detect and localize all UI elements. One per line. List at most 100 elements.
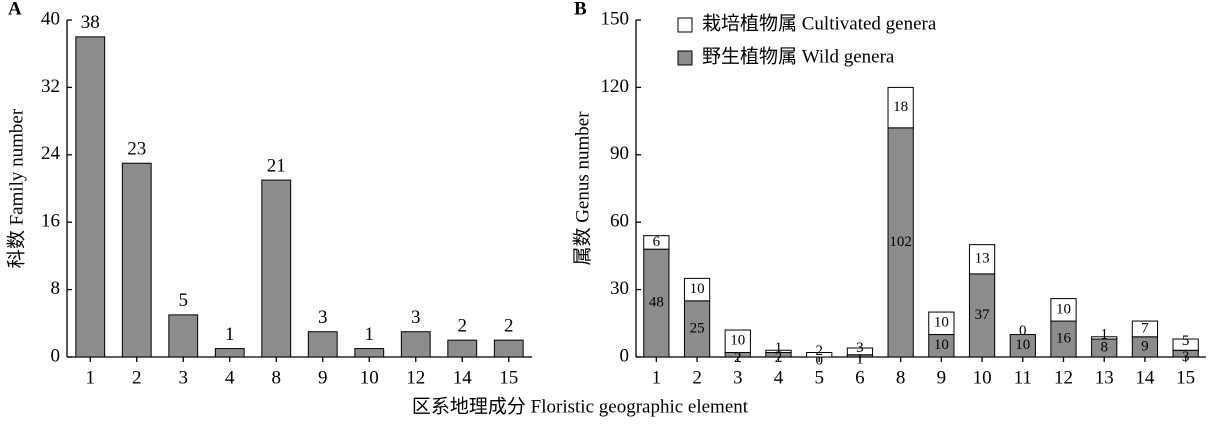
x-tick-label: 15 <box>1176 367 1195 388</box>
bar <box>121 162 152 358</box>
value-label: 2 <box>775 350 783 366</box>
x-tick-label: 8 <box>896 367 906 388</box>
x-tick-label: 11 <box>1014 367 1032 388</box>
y-tick-label: 30 <box>610 278 629 299</box>
y-tick-label: 120 <box>601 76 630 97</box>
value-label: 23 <box>127 139 146 160</box>
bar-segment <box>1172 338 1199 351</box>
bar-segment <box>968 273 996 358</box>
y-tick-label: 40 <box>41 8 60 29</box>
x-tick-label: 13 <box>1095 367 1114 388</box>
x-tick-label: 9 <box>318 367 328 388</box>
value-label: 5 <box>1182 333 1190 349</box>
value-label: 3 <box>318 307 328 328</box>
value-label: 10 <box>1056 301 1071 317</box>
value-label: 37 <box>975 307 991 323</box>
value-label: 9 <box>1141 338 1149 354</box>
bar-segment <box>846 347 874 356</box>
x-axis-label: 区系地理成分 Floristic geographic element <box>412 395 749 417</box>
bar-segment <box>1050 298 1077 322</box>
bar-segment <box>968 244 996 275</box>
value-label: 2 <box>815 343 823 359</box>
value-label: 7 <box>1141 320 1149 336</box>
y-tick-label: 90 <box>610 143 629 164</box>
bar-segment <box>928 311 955 336</box>
bar-segment <box>683 277 711 302</box>
legend-label: 野生植物属 Wild genera <box>702 45 895 67</box>
bar <box>354 348 385 358</box>
legend-label: 栽培植物属 Cultivated genera <box>702 12 937 34</box>
value-label: 21 <box>267 155 286 176</box>
value-label: 18 <box>893 99 908 115</box>
y-tick-label: 150 <box>601 8 630 29</box>
y-tick-label: 0 <box>620 345 630 366</box>
bar-segment <box>643 235 670 250</box>
value-label: 16 <box>1056 330 1072 346</box>
value-label: 102 <box>889 234 912 250</box>
value-label: 0 <box>1019 323 1027 339</box>
value-label: 1 <box>1100 326 1108 342</box>
value-label: 8 <box>1100 339 1108 355</box>
value-label: 10 <box>730 333 745 349</box>
value-label: 1 <box>225 324 235 345</box>
value-label: 6 <box>653 234 661 250</box>
bar <box>168 314 199 358</box>
bar-segment <box>887 127 914 358</box>
value-label: 10 <box>934 337 949 353</box>
value-label: 2 <box>458 316 468 337</box>
y-axis-label: 属数 Genus number <box>571 111 593 266</box>
bar <box>447 339 478 358</box>
value-label: 5 <box>179 290 189 311</box>
x-tick-label: 5 <box>814 367 824 388</box>
x-tick-label: 4 <box>774 367 784 388</box>
x-tick-label: 1 <box>86 367 96 388</box>
value-label: 38 <box>81 12 100 33</box>
bar-segment <box>1131 320 1159 338</box>
bar <box>493 339 524 358</box>
bar-segment <box>1009 334 1036 358</box>
bar <box>214 348 245 358</box>
x-tick-label: 6 <box>855 367 865 388</box>
value-label: 1 <box>775 340 783 356</box>
x-tick-label: 14 <box>453 367 473 388</box>
panel-label: A <box>8 0 22 19</box>
y-tick-label: 16 <box>41 211 60 232</box>
value-label: 13 <box>975 251 990 267</box>
bar-segment <box>1091 336 1118 340</box>
legend-swatch <box>677 50 693 66</box>
value-label: 10 <box>1015 337 1030 353</box>
x-tick-label: 12 <box>406 367 425 388</box>
bar-segment <box>643 248 670 358</box>
x-tick-label: 2 <box>132 367 142 388</box>
x-tick-label: 10 <box>973 367 992 388</box>
bar-segment <box>724 329 751 354</box>
x-tick-label: 10 <box>360 367 379 388</box>
bar <box>261 179 292 358</box>
value-label: 1 <box>365 324 375 345</box>
x-tick-label: 12 <box>1054 367 1073 388</box>
value-label: 3 <box>411 307 421 328</box>
value-label: 10 <box>690 281 705 297</box>
bar-segment <box>887 86 914 129</box>
value-label: 25 <box>690 320 705 336</box>
panel-label: B <box>574 0 587 19</box>
bar <box>400 331 431 358</box>
bar <box>75 36 106 358</box>
value-label: 1 <box>856 351 864 367</box>
value-label: 0 <box>815 352 823 368</box>
x-tick-label: 2 <box>692 367 702 388</box>
legend-swatch <box>677 17 693 33</box>
value-label: 3 <box>1182 349 1190 365</box>
value-label: 2 <box>504 316 514 337</box>
x-tick-label: 4 <box>225 367 235 388</box>
x-tick-label: 15 <box>499 367 518 388</box>
x-tick-label: 14 <box>1135 367 1155 388</box>
value-label: 3 <box>856 340 864 356</box>
bar-segment <box>683 300 711 358</box>
x-tick-label: 9 <box>937 367 947 388</box>
y-tick-label: 0 <box>51 345 61 366</box>
bar <box>307 331 338 358</box>
x-tick-label: 8 <box>272 367 282 388</box>
bar-segment <box>806 352 833 358</box>
